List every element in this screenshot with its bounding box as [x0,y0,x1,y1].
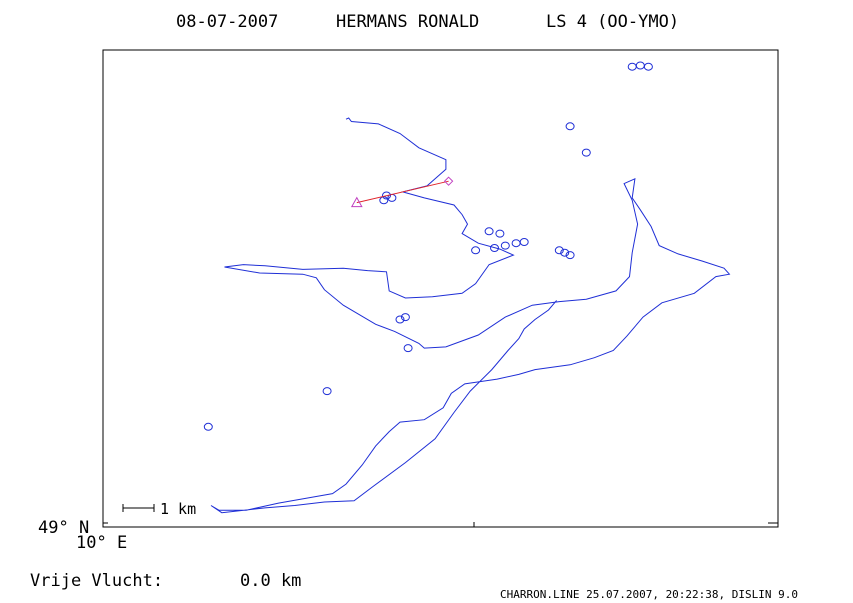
turnpoint-marker-icon [443,176,454,186]
thermal-circle [495,229,505,238]
thermal-circle [471,246,481,255]
title-pilot: HERMANS RONALD [336,12,479,32]
thermal-circle [565,251,575,260]
thermal-circle [565,122,575,131]
plot-frame [102,49,779,528]
thermal-circle [500,241,510,250]
title-date: 08-07-2007 [176,12,278,32]
thermal-circle [484,227,494,236]
thermal-circle [519,238,529,246]
free-flight-value: 0.0 km [240,571,301,591]
thermal-circle [635,61,645,70]
program-info: CHARRON.LINE 25.07.2007, 20:22:38, DISLI… [500,588,798,601]
thermal-circle [203,422,213,431]
lon-label: 10° E [76,533,127,553]
thermal-circles [203,61,653,431]
thermal-circle [627,62,637,71]
thermal-circle [400,313,410,322]
thermal-circle [490,244,499,252]
scale-bar [122,504,155,512]
thermal-circle [511,239,521,248]
title-glider: LS 4 (OO-YMO) [546,12,679,32]
thermal-circle [560,248,570,257]
thermal-circle [395,315,405,324]
thermal-circle [322,387,332,396]
thermal-circle [403,344,413,353]
thermal-circle [382,191,391,200]
thermal-circle [581,148,591,157]
task-leg [356,180,449,204]
flight-track [210,117,731,514]
lat-label: 49° N [38,518,89,538]
thermal-circle [554,246,564,255]
start-marker-icon [350,196,363,208]
thermal-circle [643,62,653,71]
scale-label: 1 km [160,500,196,518]
free-flight-label: Vrije Vlucht: [30,571,163,591]
